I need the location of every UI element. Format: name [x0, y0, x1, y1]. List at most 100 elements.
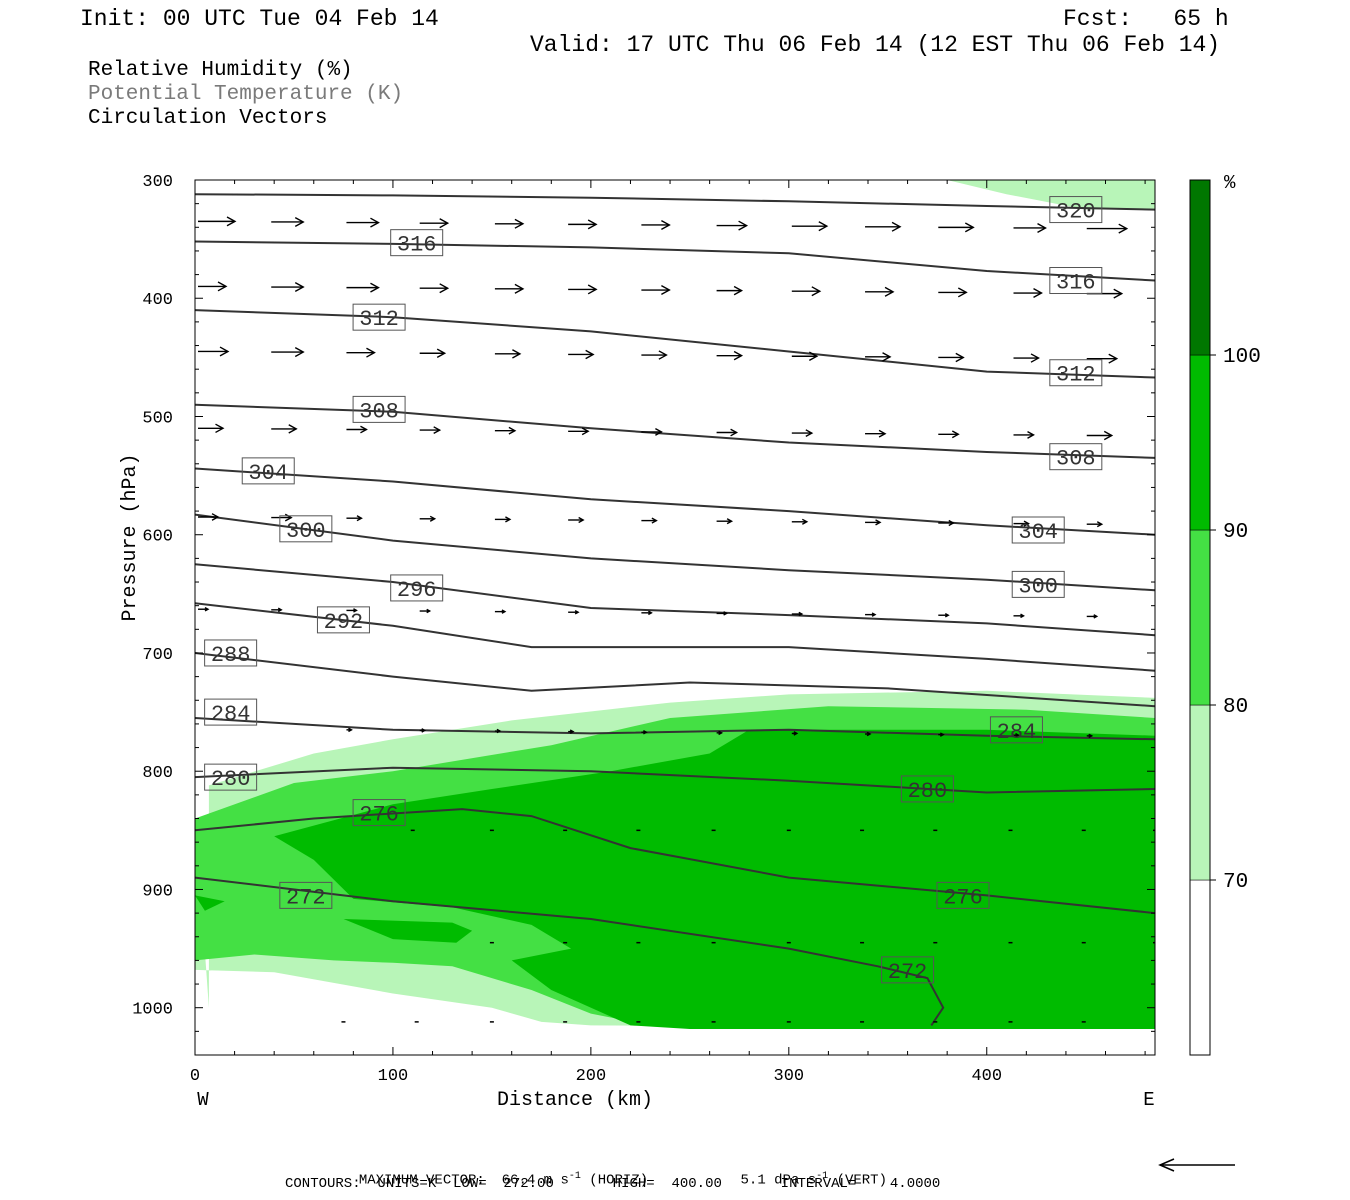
max-vector-label: MAXIMUM VECTOR:	[358, 1172, 485, 1189]
vector-head	[1096, 521, 1104, 528]
vector-head	[733, 350, 744, 361]
vector-head	[882, 352, 892, 362]
vector-head	[433, 426, 442, 435]
rh-region-top	[947, 180, 1155, 210]
theta-contour-308	[195, 403, 1155, 459]
theta-label-box	[352, 395, 406, 423]
vector-head	[661, 285, 671, 296]
theta-contour-284	[195, 717, 1155, 741]
vector-head	[658, 350, 668, 360]
theta-label-312: 312	[359, 307, 399, 332]
vector-head	[294, 216, 305, 227]
vector-head	[574, 609, 580, 615]
rh-region-90-2	[274, 729, 1155, 1029]
vector-head	[651, 517, 658, 524]
vector-head	[514, 218, 525, 229]
vector-head	[818, 221, 829, 232]
y-tick-label: 1000	[132, 1001, 173, 1020]
theta-label-308: 308	[1056, 447, 1096, 472]
theta-contour-320	[195, 193, 1155, 211]
vector-head	[421, 728, 427, 733]
theta-label-box	[936, 881, 990, 909]
vector-head	[360, 425, 368, 434]
colorbar-unit: %	[1224, 172, 1236, 194]
colorbar-frame	[1189, 179, 1211, 1056]
legend-rh: Relative Humidity (%)	[88, 59, 353, 82]
vector-head	[1108, 353, 1119, 364]
vector-head	[294, 347, 305, 358]
theta-label-284: 284	[211, 702, 251, 727]
colorbar-segment	[1189, 704, 1211, 881]
colorbar-label: 90	[1223, 521, 1248, 544]
vector-head	[426, 608, 432, 614]
theta-label-280: 280	[211, 767, 251, 792]
max-vector-arrow-head	[1158, 1158, 1175, 1172]
colorbar-segment	[1189, 879, 1211, 1056]
colorbar-label: 70	[1223, 871, 1248, 894]
vector-head	[1103, 430, 1114, 441]
theta-label-box	[204, 698, 258, 726]
vector-head	[866, 731, 872, 737]
vector-head	[939, 732, 945, 737]
vector-head	[738, 220, 749, 231]
vector-head	[798, 611, 804, 617]
theta-contour-304	[195, 467, 1155, 536]
vector-head	[1118, 223, 1129, 234]
theta-label-316: 316	[397, 233, 437, 258]
theta-label-box	[204, 639, 258, 667]
colorbar-label: 80	[1223, 696, 1248, 719]
vector-head	[1030, 353, 1040, 363]
theta-label-304: 304	[1018, 520, 1058, 545]
vert-exponent: -1	[816, 1171, 829, 1182]
theta-label-276: 276	[359, 803, 399, 828]
vector-head	[661, 219, 671, 230]
y-tick-label: 900	[142, 882, 173, 901]
vert-tag: (VERT)	[836, 1172, 887, 1189]
legend-theta: Potential Temperature (K)	[88, 83, 404, 106]
vector-head	[496, 728, 502, 734]
vector-head	[219, 346, 230, 357]
vector-head	[878, 429, 887, 438]
theta-contour-276	[195, 808, 1155, 915]
vector-head	[294, 282, 305, 293]
vector-head	[512, 349, 522, 359]
x-end-label-east: E	[1143, 1089, 1154, 1111]
colorbar-segment	[1189, 529, 1211, 706]
colorbar-segment	[1189, 179, 1211, 356]
theta-label-box	[204, 763, 258, 791]
theta-label-box	[900, 775, 954, 803]
vector-head	[585, 349, 595, 360]
y-tick-label: 400	[142, 291, 173, 310]
vector-head	[808, 351, 819, 361]
vector-head	[957, 287, 968, 298]
theta-label-box	[1011, 570, 1065, 598]
rh-region-90-4	[195, 895, 225, 911]
x-tick-label: 400	[971, 1067, 1002, 1086]
horiz-exponent: -1	[568, 1171, 581, 1182]
theta-label-308: 308	[359, 399, 399, 424]
vector-head	[439, 283, 450, 294]
vector-head	[356, 515, 363, 522]
theta-label-280: 280	[908, 779, 948, 804]
vector-head	[718, 730, 724, 736]
vector-head	[948, 519, 955, 527]
y-tick-label: 300	[142, 173, 173, 192]
vector-head	[211, 513, 220, 521]
vector-head	[793, 731, 799, 736]
theta-label-box	[989, 716, 1043, 744]
colorbar-segment	[1189, 354, 1211, 531]
vector-head	[1093, 614, 1099, 619]
vector-head	[891, 221, 902, 232]
vector-head	[648, 610, 653, 616]
x-tick-label: 300	[774, 1067, 805, 1086]
theta-label-box	[1049, 196, 1103, 224]
vector-head	[353, 608, 358, 613]
theta-label-box	[279, 881, 333, 909]
vector-head	[944, 612, 950, 618]
vector-head	[439, 218, 450, 229]
theta-contour-316	[195, 240, 1155, 282]
x-tick-label: 200	[576, 1067, 607, 1086]
theta-label-304: 304	[248, 461, 288, 486]
vector-head	[288, 424, 298, 434]
vector-head	[871, 612, 877, 617]
